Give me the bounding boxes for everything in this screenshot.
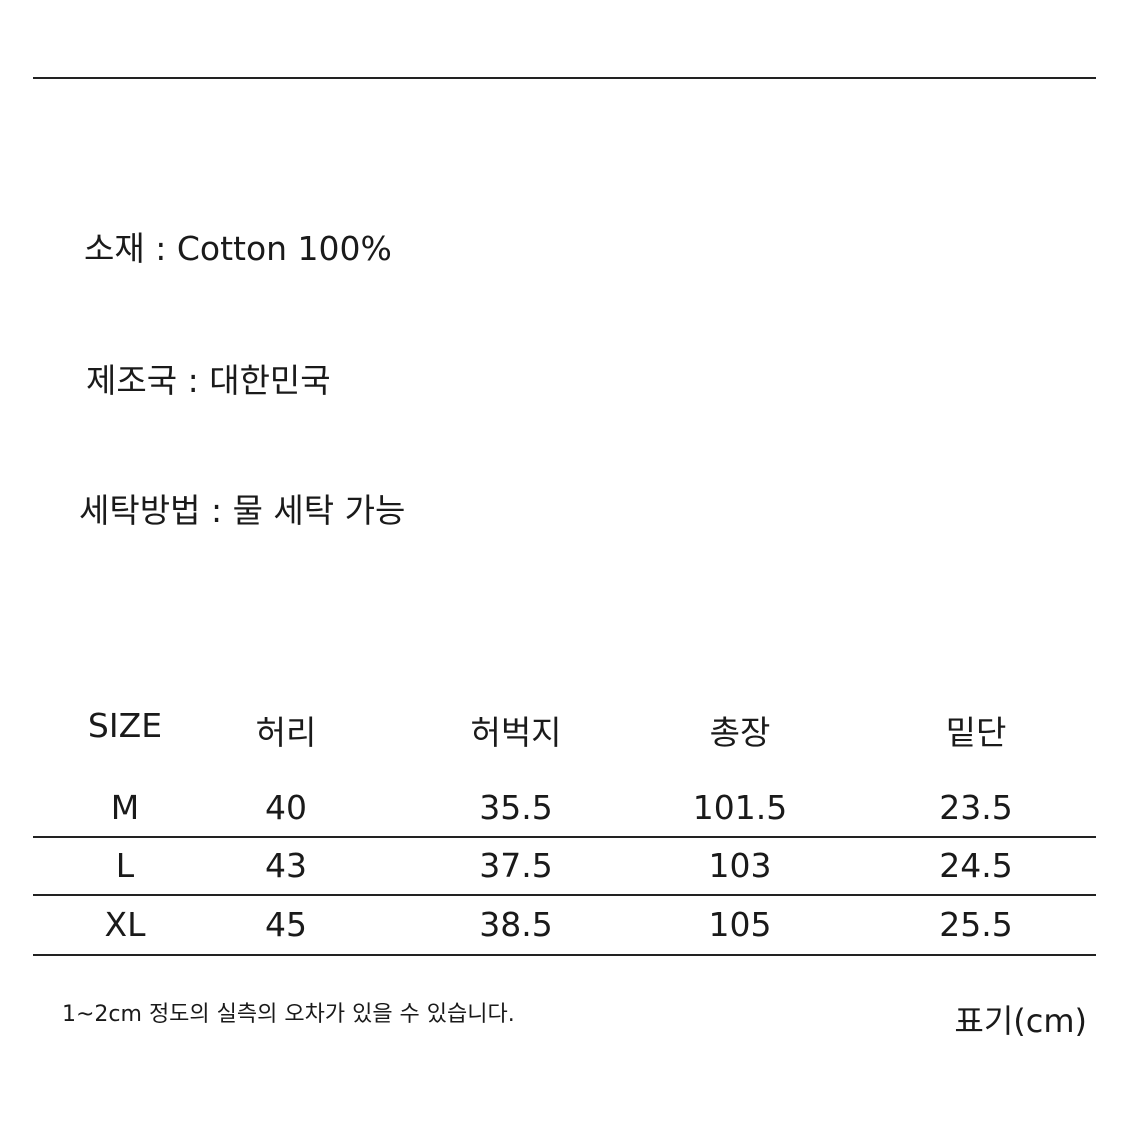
column-header: 총장 bbox=[709, 713, 771, 752]
origin-value: 대한민국 bbox=[209, 361, 331, 400]
table-cell: 105 bbox=[708, 905, 772, 944]
table-cell: 101.5 bbox=[692, 788, 788, 827]
table-bottom-divider bbox=[33, 954, 1096, 956]
column-header: 허벅지 bbox=[470, 713, 562, 752]
column-header: 허리 bbox=[255, 713, 317, 752]
table-cell: 25.5 bbox=[939, 905, 1013, 944]
table-cell: 40 bbox=[265, 788, 307, 827]
material-label: 소재 bbox=[84, 229, 145, 268]
table-cell: M bbox=[110, 788, 140, 827]
table-cell: 24.5 bbox=[939, 846, 1013, 885]
origin-line: 제조국 : 대한민국 bbox=[86, 361, 331, 400]
washing-value: 물 세탁 가능 bbox=[232, 491, 406, 530]
material-line: 소재 : Cotton 100% bbox=[84, 229, 392, 268]
table-cell: 43 bbox=[265, 846, 307, 885]
table-cell: 103 bbox=[708, 846, 772, 885]
row-divider bbox=[33, 894, 1096, 896]
table-cell: 38.5 bbox=[479, 905, 553, 944]
row-divider bbox=[33, 836, 1096, 838]
material-value: Cotton 100% bbox=[176, 229, 392, 268]
table-cell: 23.5 bbox=[939, 788, 1013, 827]
unit-label: 표기(cm) bbox=[954, 1002, 1087, 1040]
measurement-note: 1~2cm 정도의 실측의 오차가 있을 수 있습니다. bbox=[62, 1002, 515, 1027]
top-divider bbox=[33, 77, 1096, 79]
table-cell: L bbox=[115, 846, 135, 885]
column-header: SIZE bbox=[87, 706, 163, 745]
origin-label: 제조국 bbox=[86, 361, 178, 400]
table-cell: 45 bbox=[265, 905, 307, 944]
washing-label: 세탁방법 bbox=[79, 491, 201, 530]
table-cell: 35.5 bbox=[479, 788, 553, 827]
table-cell: XL bbox=[104, 905, 146, 944]
washing-line: 세탁방법 : 물 세탁 가능 bbox=[79, 491, 406, 530]
column-header: 밑단 bbox=[945, 713, 1007, 752]
table-cell: 37.5 bbox=[479, 846, 553, 885]
